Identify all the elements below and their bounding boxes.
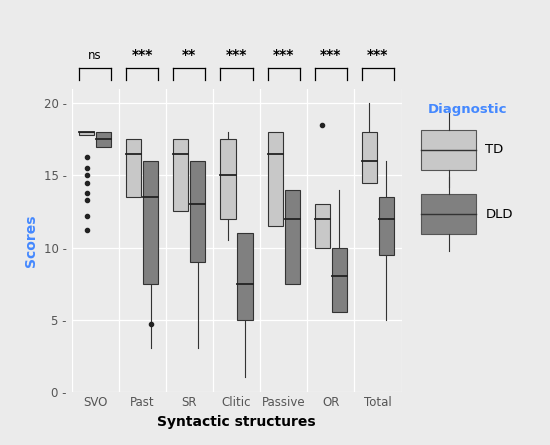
Text: TD: TD <box>486 143 504 156</box>
Bar <box>79 132 94 135</box>
Text: ***: *** <box>320 48 342 62</box>
Text: DLD: DLD <box>486 208 513 221</box>
Bar <box>332 247 347 312</box>
Bar <box>221 139 235 218</box>
Bar <box>173 139 189 211</box>
Text: **: ** <box>182 48 196 62</box>
Bar <box>379 197 394 255</box>
Bar <box>362 132 377 182</box>
Bar <box>238 233 252 320</box>
Bar <box>126 139 141 197</box>
Text: ***: *** <box>367 48 389 62</box>
X-axis label: Syntactic structures: Syntactic structures <box>157 415 316 429</box>
Bar <box>284 190 300 283</box>
Bar <box>190 161 205 262</box>
Y-axis label: Scores: Scores <box>24 214 38 267</box>
Text: ***: *** <box>273 48 294 62</box>
Bar <box>143 161 158 283</box>
Text: ns: ns <box>88 49 102 62</box>
Bar <box>96 132 111 147</box>
Bar <box>268 132 283 226</box>
Text: ***: *** <box>131 48 153 62</box>
Text: Diagnostic: Diagnostic <box>427 102 507 116</box>
Text: ***: *** <box>226 48 247 62</box>
Bar <box>315 204 330 247</box>
